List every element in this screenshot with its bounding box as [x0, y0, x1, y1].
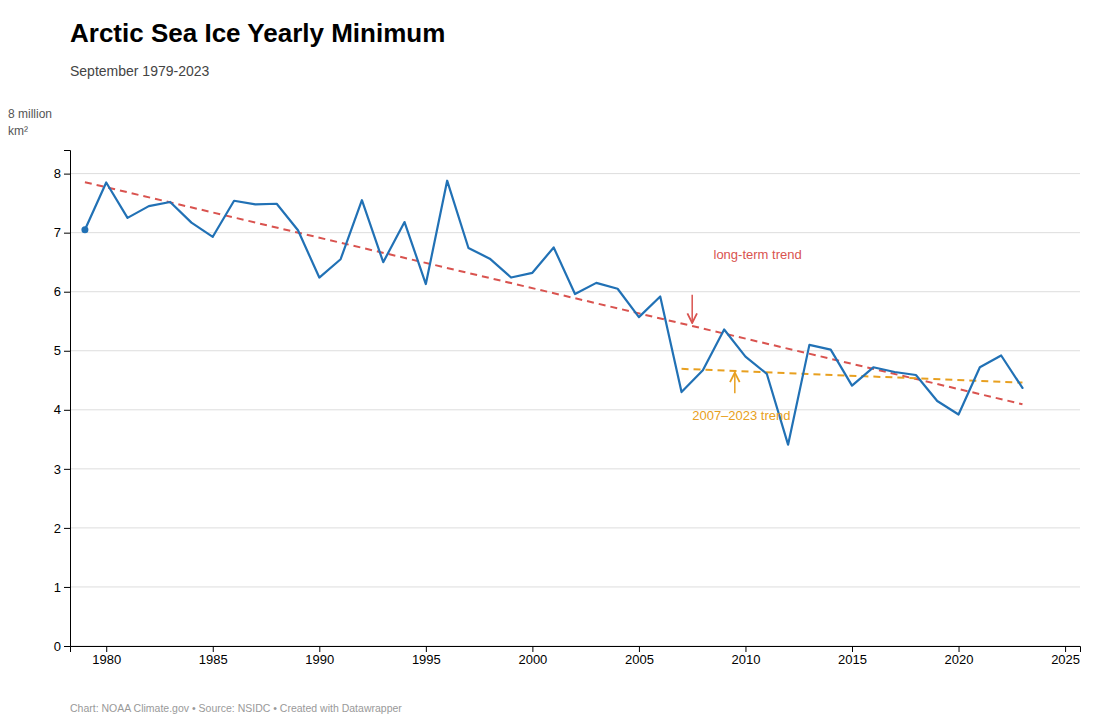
- x-tick-label: 2005: [625, 652, 654, 667]
- title: Arctic Sea Ice Yearly Minimum: [70, 18, 445, 48]
- footer: Chart: NOAA Climate.gov • Source: NSIDC …: [70, 702, 402, 714]
- y-tick-mark: [64, 292, 70, 293]
- x-tick-label: 1995: [412, 652, 441, 667]
- grid-line: [70, 409, 1080, 410]
- x-tick: 2020: [945, 646, 974, 667]
- x-tick-label: 1980: [92, 652, 121, 667]
- x-axis-line: [71, 647, 1081, 653]
- y-tick: 4: [54, 402, 70, 417]
- y-tick: 7: [54, 225, 70, 240]
- x-tick-label: 2010: [732, 652, 761, 667]
- x-tick-label: 2000: [518, 652, 547, 667]
- y-axis: 0 1 2 3 4 5 6 7 8: [54, 151, 71, 654]
- x-tick: 1985: [199, 646, 228, 667]
- y-tick-label: 8: [54, 166, 61, 181]
- y-tick-label: 1: [54, 580, 61, 595]
- subtitle: September 1979-2023: [70, 63, 210, 79]
- x-tick-mark: [213, 646, 214, 652]
- y-tick: 2: [54, 521, 70, 536]
- annotations: long-term trend 2007–2023 trend: [692, 247, 801, 424]
- x-tick: 1980: [92, 646, 121, 667]
- x-tick-mark: [1065, 646, 1066, 652]
- x-tick-label: 1990: [305, 652, 334, 667]
- x-tick-mark: [426, 646, 427, 652]
- y-axis-label: 8 million: [8, 107, 52, 121]
- grid: [70, 174, 1080, 646]
- y-tick-mark: [64, 174, 70, 175]
- annotation-arrow: [691, 295, 693, 323]
- x-tick-label: 2020: [945, 652, 974, 667]
- y-tick-mark: [64, 528, 70, 529]
- x-tick-label: 2025: [1051, 652, 1080, 667]
- y-tick-mark: [64, 469, 70, 470]
- y-tick-label: 7: [54, 225, 61, 240]
- y-tick: 0: [54, 639, 70, 654]
- plot-area: [81, 181, 1022, 445]
- x-tick-mark: [532, 646, 533, 652]
- annotation-arrow: [734, 373, 736, 394]
- x-tick-mark: [959, 646, 960, 652]
- x-tick: 2025: [1051, 646, 1080, 667]
- x-axis: 1980 1985 1990 1995 2000 2005 2010 2015 2020 2025: [71, 646, 1081, 667]
- x-tick: 2010: [732, 646, 761, 667]
- x-tick: 2005: [625, 646, 654, 667]
- grid-line: [70, 468, 1080, 469]
- x-tick-label: 1985: [199, 652, 228, 667]
- x-tick-mark: [106, 646, 107, 652]
- y-tick-label: 5: [54, 343, 61, 358]
- y-tick-label: 0: [54, 639, 61, 654]
- x-tick: 1995: [412, 646, 441, 667]
- x-tick-mark: [319, 646, 320, 652]
- x-tick-label: 2015: [838, 652, 867, 667]
- x-tick-mark: [852, 646, 853, 652]
- y-tick: 5: [54, 343, 70, 358]
- annotation-text: 2007–2023 trend: [692, 408, 790, 423]
- annotation-text: long-term trend: [714, 247, 802, 262]
- grid-line: [70, 350, 1080, 351]
- x-tick: 2015: [838, 646, 867, 667]
- y-tick-label: 2: [54, 521, 61, 536]
- trend-line: [682, 369, 1023, 383]
- y-tick: 8: [54, 166, 70, 181]
- y-tick-label: 6: [54, 284, 61, 299]
- y-tick: 6: [54, 284, 70, 299]
- y-tick-mark: [64, 233, 70, 234]
- y-axis-line: [64, 151, 71, 647]
- x-tick: 2000: [518, 646, 547, 667]
- grid-line: [70, 527, 1080, 528]
- grid-line: [70, 232, 1080, 233]
- y-tick-mark: [64, 351, 70, 352]
- start-point: [81, 226, 88, 233]
- grid-line: [70, 586, 1080, 587]
- y-tick-mark: [64, 646, 70, 647]
- chart-root: Arctic Sea Ice Yearly Minimum September 1…: [0, 0, 1120, 726]
- y-tick-mark: [64, 587, 70, 588]
- y-axis-label: km²: [8, 124, 28, 138]
- grid-line: [70, 173, 1080, 174]
- y-tick-mark: [64, 410, 70, 411]
- data-line: [85, 181, 1023, 445]
- y-tick: 3: [54, 462, 70, 477]
- x-tick-mark: [639, 646, 640, 652]
- y-tick: 1: [54, 580, 70, 595]
- y-tick-label: 3: [54, 462, 61, 477]
- x-tick: 1990: [305, 646, 334, 667]
- y-tick-label: 4: [54, 402, 61, 417]
- x-tick-mark: [745, 646, 746, 652]
